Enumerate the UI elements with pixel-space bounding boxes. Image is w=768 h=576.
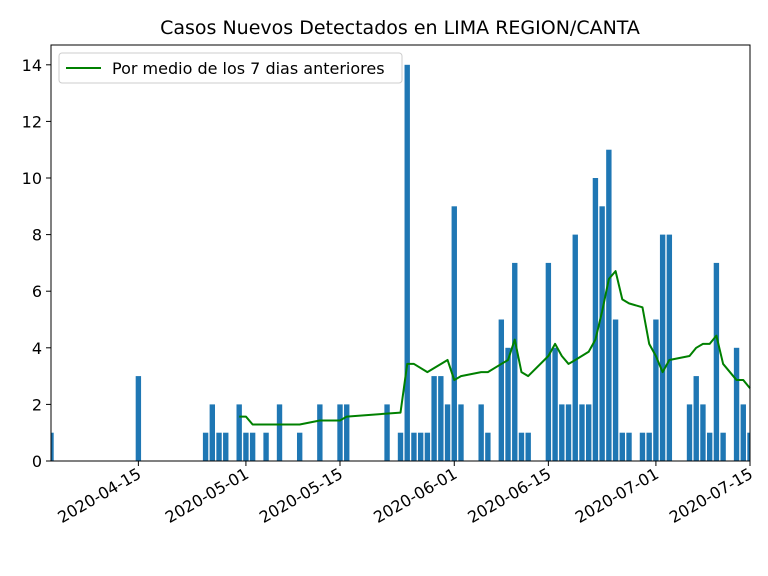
bar-series xyxy=(51,64,750,461)
bar xyxy=(209,404,215,461)
bar xyxy=(296,432,303,461)
bar xyxy=(51,432,54,461)
bar xyxy=(276,404,283,461)
bar xyxy=(599,206,605,461)
bar xyxy=(411,432,417,461)
bar xyxy=(740,404,746,461)
bar xyxy=(747,432,750,461)
bar xyxy=(545,262,552,461)
bar xyxy=(525,432,531,461)
bar xyxy=(512,262,518,461)
bar xyxy=(646,432,652,461)
legend-box xyxy=(58,52,403,84)
bar xyxy=(505,347,511,461)
bar xyxy=(653,319,659,461)
bar xyxy=(424,432,431,461)
bar xyxy=(619,432,625,461)
x-tick-label: 2020-07-15 xyxy=(666,464,756,527)
bar xyxy=(243,432,249,461)
bar xyxy=(202,432,209,461)
bar xyxy=(693,376,699,461)
bar xyxy=(639,432,646,461)
y-tick-label: 4 xyxy=(32,339,42,358)
bar xyxy=(706,432,713,461)
bar xyxy=(135,376,142,461)
bar xyxy=(317,404,323,461)
bar xyxy=(236,404,242,461)
y-tick-label: 14 xyxy=(22,56,42,75)
bar xyxy=(458,404,464,461)
bar xyxy=(431,376,437,461)
bar xyxy=(592,178,599,461)
y-tick-label: 12 xyxy=(22,112,42,131)
bar xyxy=(713,262,720,461)
y-tick-label: 0 xyxy=(32,452,42,471)
bar xyxy=(720,432,726,461)
y-tick-label: 10 xyxy=(22,169,42,188)
bar xyxy=(478,404,484,461)
x-tick-label: 2020-06-01 xyxy=(370,464,460,527)
bar xyxy=(451,206,457,461)
bar xyxy=(223,432,229,461)
x-tick-label: 2020-05-01 xyxy=(162,464,252,527)
x-tick-label: 2020-07-01 xyxy=(572,464,662,527)
bar xyxy=(572,234,578,461)
bar xyxy=(249,432,256,461)
line-series xyxy=(239,270,751,426)
bar xyxy=(485,432,491,461)
y-tick-label: 2 xyxy=(32,395,42,414)
y-tick-label: 8 xyxy=(32,226,42,245)
bar xyxy=(686,404,693,461)
bar xyxy=(337,404,343,461)
moving-average-line xyxy=(239,270,751,426)
x-tick-label: 2020-06-15 xyxy=(464,464,554,527)
plot-frame xyxy=(50,44,751,462)
bar xyxy=(612,319,619,461)
bar xyxy=(659,234,666,461)
bar xyxy=(518,432,525,461)
bar xyxy=(552,347,558,461)
y-tick-label: 6 xyxy=(32,282,42,301)
bar xyxy=(438,376,444,461)
bar xyxy=(444,404,451,461)
bar xyxy=(559,404,565,461)
bar xyxy=(384,404,390,461)
x-tick-label: 2020-04-15 xyxy=(54,464,144,527)
bar xyxy=(565,404,572,461)
bar xyxy=(586,404,592,461)
chart-title: Casos Nuevos Detectados en LIMA REGION/C… xyxy=(160,17,640,39)
legend: Por medio de los 7 dias anteriores xyxy=(58,52,403,84)
bar xyxy=(216,432,222,461)
bar xyxy=(397,432,404,461)
bar xyxy=(404,64,410,461)
x-tick-label: 2020-05-15 xyxy=(256,464,346,527)
bar xyxy=(263,432,269,461)
bar xyxy=(498,319,505,461)
bar xyxy=(344,404,350,461)
legend-label: Por medio de los 7 dias anteriores xyxy=(112,59,385,78)
bar xyxy=(733,347,740,461)
bar xyxy=(700,404,706,461)
bar xyxy=(579,404,585,461)
bar xyxy=(606,149,612,461)
bar xyxy=(626,432,632,461)
bar xyxy=(666,234,673,461)
bar xyxy=(417,432,424,461)
